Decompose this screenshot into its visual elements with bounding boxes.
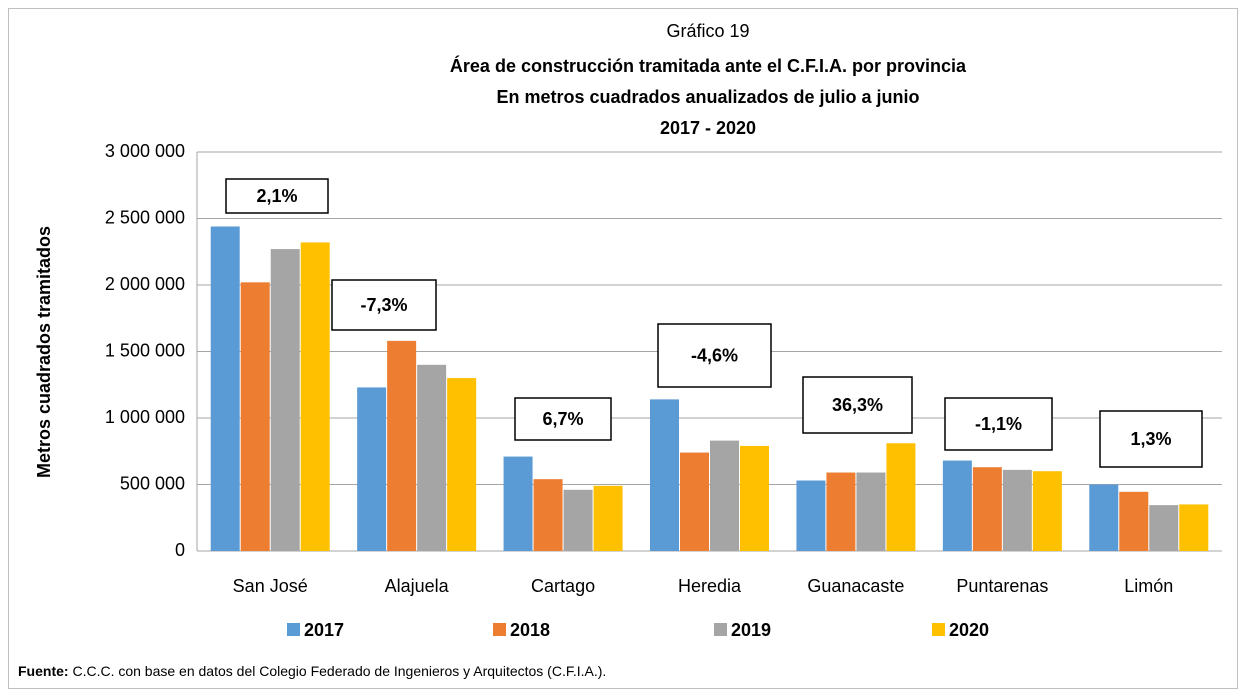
bar bbox=[1002, 469, 1032, 551]
y-tick-label: 0 bbox=[175, 540, 185, 560]
annotation: 2,1% bbox=[256, 186, 297, 206]
chart-subtitle: Área de construcción tramitada ante el C… bbox=[450, 55, 967, 76]
bar bbox=[680, 452, 709, 551]
y-tick-label: 2 500 000 bbox=[105, 207, 185, 227]
x-tick-label: Alajuela bbox=[385, 576, 450, 596]
source-label: Fuente: bbox=[18, 663, 69, 679]
annotation-box bbox=[1099, 410, 1203, 468]
source-text: C.C.C. con base en datos del Colegio Fed… bbox=[69, 663, 607, 679]
bar bbox=[826, 472, 856, 551]
bar bbox=[417, 364, 447, 551]
bar bbox=[650, 399, 679, 551]
annotation-box bbox=[657, 323, 772, 388]
bar bbox=[210, 226, 240, 552]
bar bbox=[447, 378, 477, 551]
annotation-box bbox=[802, 376, 913, 434]
x-tick-label: Limón bbox=[1124, 576, 1173, 596]
bar bbox=[942, 460, 972, 551]
bar bbox=[856, 472, 886, 551]
bar bbox=[796, 480, 826, 551]
bar bbox=[1149, 505, 1179, 551]
legend-swatch bbox=[493, 623, 506, 636]
bar bbox=[563, 489, 593, 551]
x-tick-label: Cartago bbox=[531, 576, 595, 596]
annotation-box bbox=[331, 279, 437, 331]
chart-subtitle: 2017 - 2020 bbox=[660, 118, 756, 138]
bar bbox=[1179, 504, 1209, 551]
y-tick-label: 1 000 000 bbox=[105, 407, 185, 427]
annotation: 1,3% bbox=[1130, 429, 1171, 449]
y-tick-label: 1 500 000 bbox=[105, 340, 185, 360]
chart-border bbox=[8, 8, 1238, 689]
bar bbox=[533, 479, 563, 551]
chart-subtitle: En metros cuadrados anualizados de julio… bbox=[496, 87, 919, 107]
bar bbox=[1119, 491, 1149, 551]
bar bbox=[503, 456, 533, 551]
annotation: -7,3% bbox=[360, 295, 407, 315]
chart-title: Gráfico 19 bbox=[666, 21, 749, 41]
annotation: 36,3% bbox=[832, 395, 883, 415]
bar bbox=[357, 387, 387, 551]
annotation: -1,1% bbox=[975, 414, 1022, 434]
bar bbox=[387, 340, 417, 551]
bar bbox=[1032, 471, 1062, 551]
annotation: -4,6% bbox=[691, 345, 738, 365]
legend-label: 2017 bbox=[304, 620, 344, 640]
y-axis-label: Metros cuadrados tramitados bbox=[34, 226, 54, 478]
bar bbox=[300, 242, 330, 551]
legend-swatch bbox=[714, 623, 727, 636]
bar bbox=[593, 485, 623, 551]
annotation-box bbox=[514, 397, 612, 441]
legend-swatch bbox=[287, 623, 300, 636]
bar bbox=[1089, 484, 1119, 551]
annotation-box bbox=[225, 178, 329, 214]
bar bbox=[270, 249, 300, 551]
x-tick-label: Puntarenas bbox=[956, 576, 1048, 596]
bar bbox=[240, 282, 270, 551]
x-tick-label: Guanacaste bbox=[807, 576, 904, 596]
y-tick-label: 500 000 bbox=[120, 473, 185, 493]
legend-swatch bbox=[932, 623, 945, 636]
annotation: 6,7% bbox=[542, 409, 583, 429]
legend-label: 2018 bbox=[510, 620, 550, 640]
bar bbox=[710, 440, 739, 551]
x-tick-label: San José bbox=[233, 576, 308, 596]
y-tick-label: 3 000 000 bbox=[105, 141, 185, 161]
y-tick-label: 2 000 000 bbox=[105, 274, 185, 294]
annotation-box bbox=[944, 397, 1053, 451]
legend-label: 2020 bbox=[949, 620, 989, 640]
bar bbox=[740, 445, 769, 551]
bar bbox=[886, 443, 916, 551]
source: Fuente: C.C.C. con base en datos del Col… bbox=[18, 663, 606, 679]
bar bbox=[972, 467, 1002, 551]
x-tick-label: Heredia bbox=[678, 576, 742, 596]
legend-label: 2019 bbox=[731, 620, 771, 640]
